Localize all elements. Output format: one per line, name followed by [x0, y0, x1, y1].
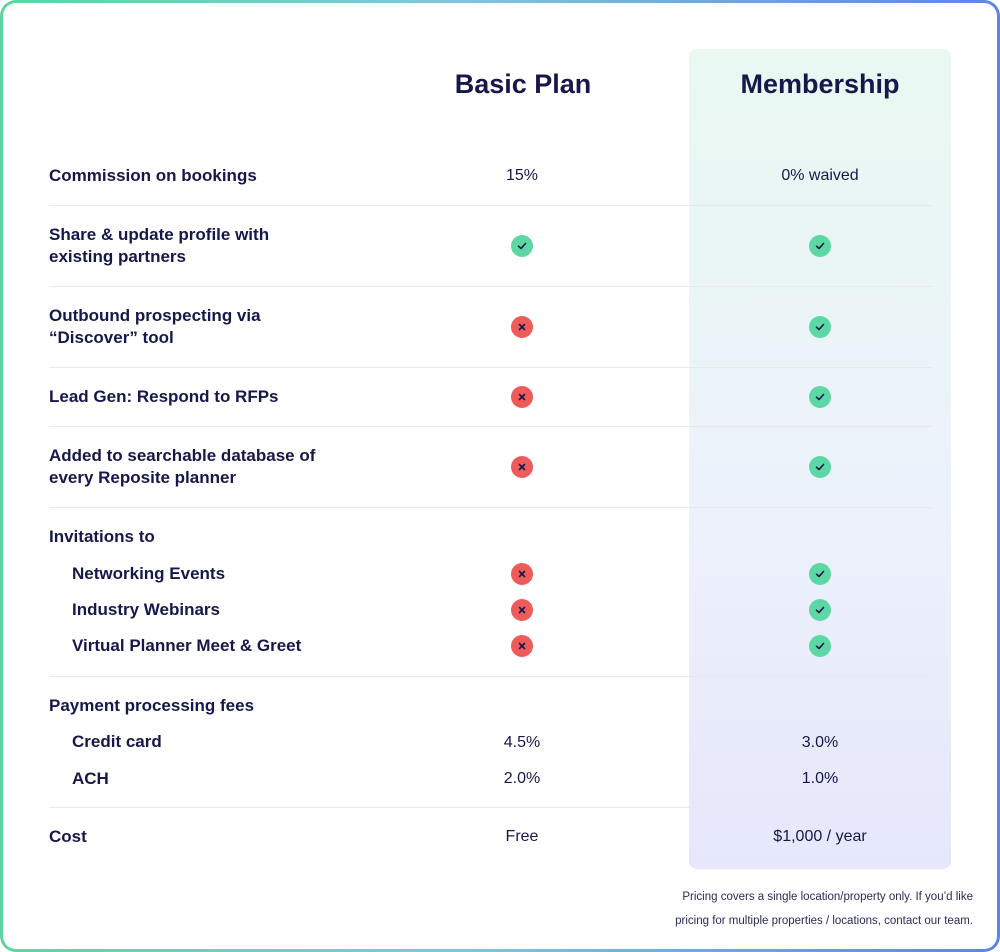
comparison-card: Basic Plan Membership Commission on book… — [3, 3, 997, 949]
row-label-leadgen: Lead Gen: Respond to RFPs — [49, 387, 279, 406]
divider — [49, 286, 933, 287]
divider — [49, 367, 933, 368]
row-label-credit-card: Credit card — [72, 732, 162, 751]
divider — [49, 426, 933, 427]
row-label-database-line1: Added to searchable database of — [49, 446, 316, 465]
cross-icon — [511, 386, 533, 408]
row-label-ach: ACH — [72, 769, 109, 788]
check-icon — [809, 563, 831, 585]
basic-plan-title: Basic Plan — [454, 69, 592, 99]
row-label-outbound-line2: “Discover” tool — [49, 328, 174, 347]
basic-cost-value: Free — [505, 828, 539, 845]
row-label-share: Share & update profile with existing par… — [49, 224, 269, 268]
membership-ach-value: 1.0% — [801, 770, 839, 787]
membership-cost-value: $1,000 / year — [773, 828, 867, 845]
check-icon — [809, 635, 831, 657]
basic-credit-card-value: 4.5% — [503, 734, 541, 751]
divider — [49, 807, 933, 808]
check-icon — [809, 599, 831, 621]
membership-commission-value: 0% waived — [781, 167, 859, 184]
check-icon — [809, 316, 831, 338]
cross-icon — [511, 563, 533, 585]
check-icon — [511, 235, 533, 257]
membership-plan-title: Membership — [740, 69, 900, 99]
pricing-footnote-line2: pricing for multiple properties / locati… — [675, 915, 973, 927]
basic-commission-value: 15% — [505, 167, 539, 184]
row-label-commission: Commission on bookings — [49, 166, 257, 185]
row-label-database-line2: every Reposite planner — [49, 468, 237, 487]
basic-ach-value: 2.0% — [503, 770, 541, 787]
row-label-payment: Payment processing fees — [49, 696, 255, 715]
cross-icon — [511, 635, 533, 657]
row-label-webinars: Industry Webinars — [72, 600, 220, 619]
pricing-footnote: Pricing covers a single location/propert… — [675, 885, 973, 933]
row-label-share-line1: Share & update profile with — [49, 225, 270, 244]
divider — [49, 676, 933, 677]
pricing-footnote-line1: Pricing covers a single location/propert… — [682, 891, 973, 903]
membership-credit-card-value: 3.0% — [801, 734, 839, 751]
row-label-meet-greet: Virtual Planner Meet & Greet — [72, 636, 302, 655]
row-label-cost: Cost — [49, 827, 87, 846]
row-label-share-line2: existing partners — [49, 247, 186, 266]
cross-icon — [511, 316, 533, 338]
row-label-database: Added to searchable database of every Re… — [49, 445, 315, 489]
row-label-outbound: Outbound prospecting via “Discover” tool — [49, 305, 261, 349]
divider — [49, 205, 933, 206]
cross-icon — [511, 456, 533, 478]
cross-icon — [511, 599, 533, 621]
divider — [49, 507, 933, 508]
row-label-outbound-line1: Outbound prospecting via — [49, 306, 261, 325]
row-label-invitations: Invitations to — [49, 527, 155, 546]
check-icon — [809, 456, 831, 478]
check-icon — [809, 235, 831, 257]
row-label-networking: Networking Events — [72, 564, 226, 583]
check-icon — [809, 386, 831, 408]
